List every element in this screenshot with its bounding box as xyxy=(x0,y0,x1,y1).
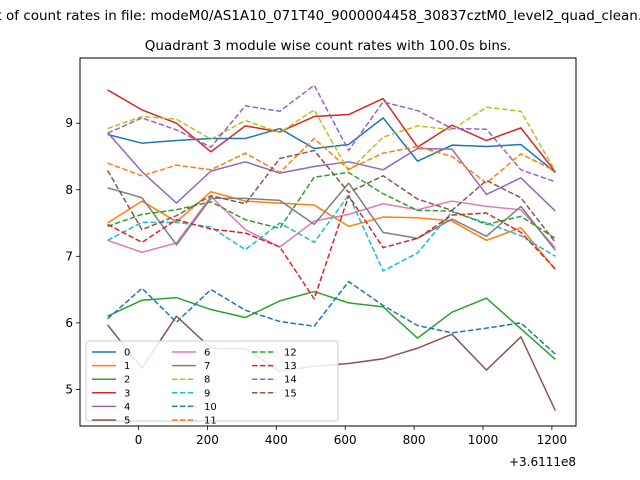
legend-label-0: 0 xyxy=(124,348,130,359)
x-tick-label: 200 xyxy=(196,433,219,447)
series-line-2 xyxy=(107,290,556,361)
x-tick-label: 0 xyxy=(135,433,143,447)
legend-label-9: 9 xyxy=(204,388,210,399)
legend-label-11: 11 xyxy=(204,416,217,427)
y-tick-label: 8 xyxy=(65,183,73,197)
series-line-14 xyxy=(107,84,556,183)
legend-label-12: 12 xyxy=(284,348,297,359)
legend-label-14: 14 xyxy=(284,375,297,386)
series-line-10 xyxy=(107,280,556,355)
chart-title: Quadrant 3 module wise count rates with … xyxy=(145,38,511,54)
legend-label-2: 2 xyxy=(124,375,130,386)
series-line-13 xyxy=(107,195,556,300)
x-axis: 0 200 400 600 800 1000 1200 xyxy=(135,426,567,447)
legend-label-15: 15 xyxy=(284,388,297,399)
legend-label-1: 1 xyxy=(124,361,130,372)
x-tick-label: 1000 xyxy=(468,433,499,447)
series-line-4 xyxy=(106,132,556,212)
y-tick-label: 7 xyxy=(65,249,73,263)
figure-suptitle: Plot of count rates in file: modeM0/AS1A… xyxy=(0,8,640,24)
series-line-9 xyxy=(107,194,556,272)
series-line-11 xyxy=(107,137,556,184)
y-tick-label: 9 xyxy=(65,116,73,130)
x-axis-offset-label: +3.6111e8 xyxy=(509,455,576,469)
series-line-12 xyxy=(107,171,556,239)
y-tick-label: 5 xyxy=(65,382,73,396)
legend-label-7: 7 xyxy=(204,361,210,372)
legend-label-5: 5 xyxy=(124,416,130,427)
series-line-0 xyxy=(107,117,556,174)
legend-label-13: 13 xyxy=(284,361,297,372)
legend-label-8: 8 xyxy=(204,375,210,386)
y-axis: 5 6 7 8 9 xyxy=(65,116,80,396)
series-line-15 xyxy=(106,149,556,243)
x-tick-label: 800 xyxy=(403,433,426,447)
series-line-1 xyxy=(107,191,556,271)
series-line-8 xyxy=(107,106,556,172)
x-tick-label: 1200 xyxy=(537,433,568,447)
x-tick-label: 600 xyxy=(334,433,357,447)
series-line-3 xyxy=(107,89,556,173)
axes-frame xyxy=(79,57,577,427)
legend-label-3: 3 xyxy=(124,388,130,399)
legend-box xyxy=(85,340,339,422)
legend-label-6: 6 xyxy=(204,348,210,359)
legend-label-10: 10 xyxy=(204,402,217,413)
series-line-7 xyxy=(107,182,556,251)
legend-label-4: 4 xyxy=(124,402,130,413)
y-tick-label: 6 xyxy=(65,316,73,330)
x-tick-label: 400 xyxy=(265,433,288,447)
series-layer xyxy=(106,84,557,412)
